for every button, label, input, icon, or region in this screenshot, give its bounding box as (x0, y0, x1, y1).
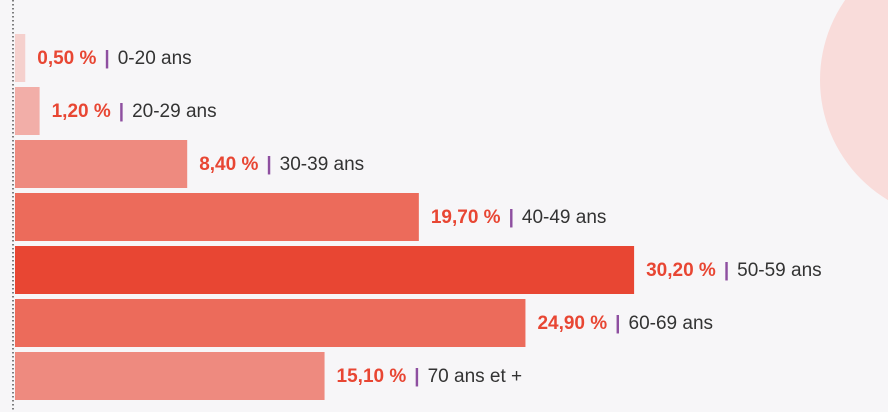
separator: | (509, 207, 514, 228)
separator: | (615, 313, 620, 334)
separator: | (414, 366, 419, 387)
value-label: 24,90 % (537, 313, 607, 334)
value-label: 15,10 % (337, 366, 407, 387)
bar (15, 352, 325, 400)
separator: | (266, 154, 271, 175)
bar (15, 140, 188, 188)
value-label: 8,40 % (199, 154, 258, 175)
bar (15, 34, 26, 82)
category-label: 50-59 ans (737, 260, 822, 281)
value-label: 1,20 % (52, 101, 111, 122)
value-label: 19,70 % (431, 207, 501, 228)
bar (15, 246, 635, 294)
value-label: 0,50 % (37, 48, 96, 69)
category-label: 70 ans et + (428, 366, 523, 387)
bar (15, 87, 40, 135)
category-label: 30-39 ans (280, 154, 365, 175)
value-label: 30,20 % (646, 260, 716, 281)
separator: | (104, 48, 109, 69)
separator: | (119, 101, 124, 122)
bar (15, 193, 419, 241)
bar (15, 299, 526, 347)
separator: | (724, 260, 729, 281)
decor-circle (820, 0, 888, 201)
category-label: 40-49 ans (522, 207, 607, 228)
category-label: 0-20 ans (118, 48, 192, 69)
category-label: 60-69 ans (629, 313, 714, 334)
category-label: 20-29 ans (132, 101, 217, 122)
